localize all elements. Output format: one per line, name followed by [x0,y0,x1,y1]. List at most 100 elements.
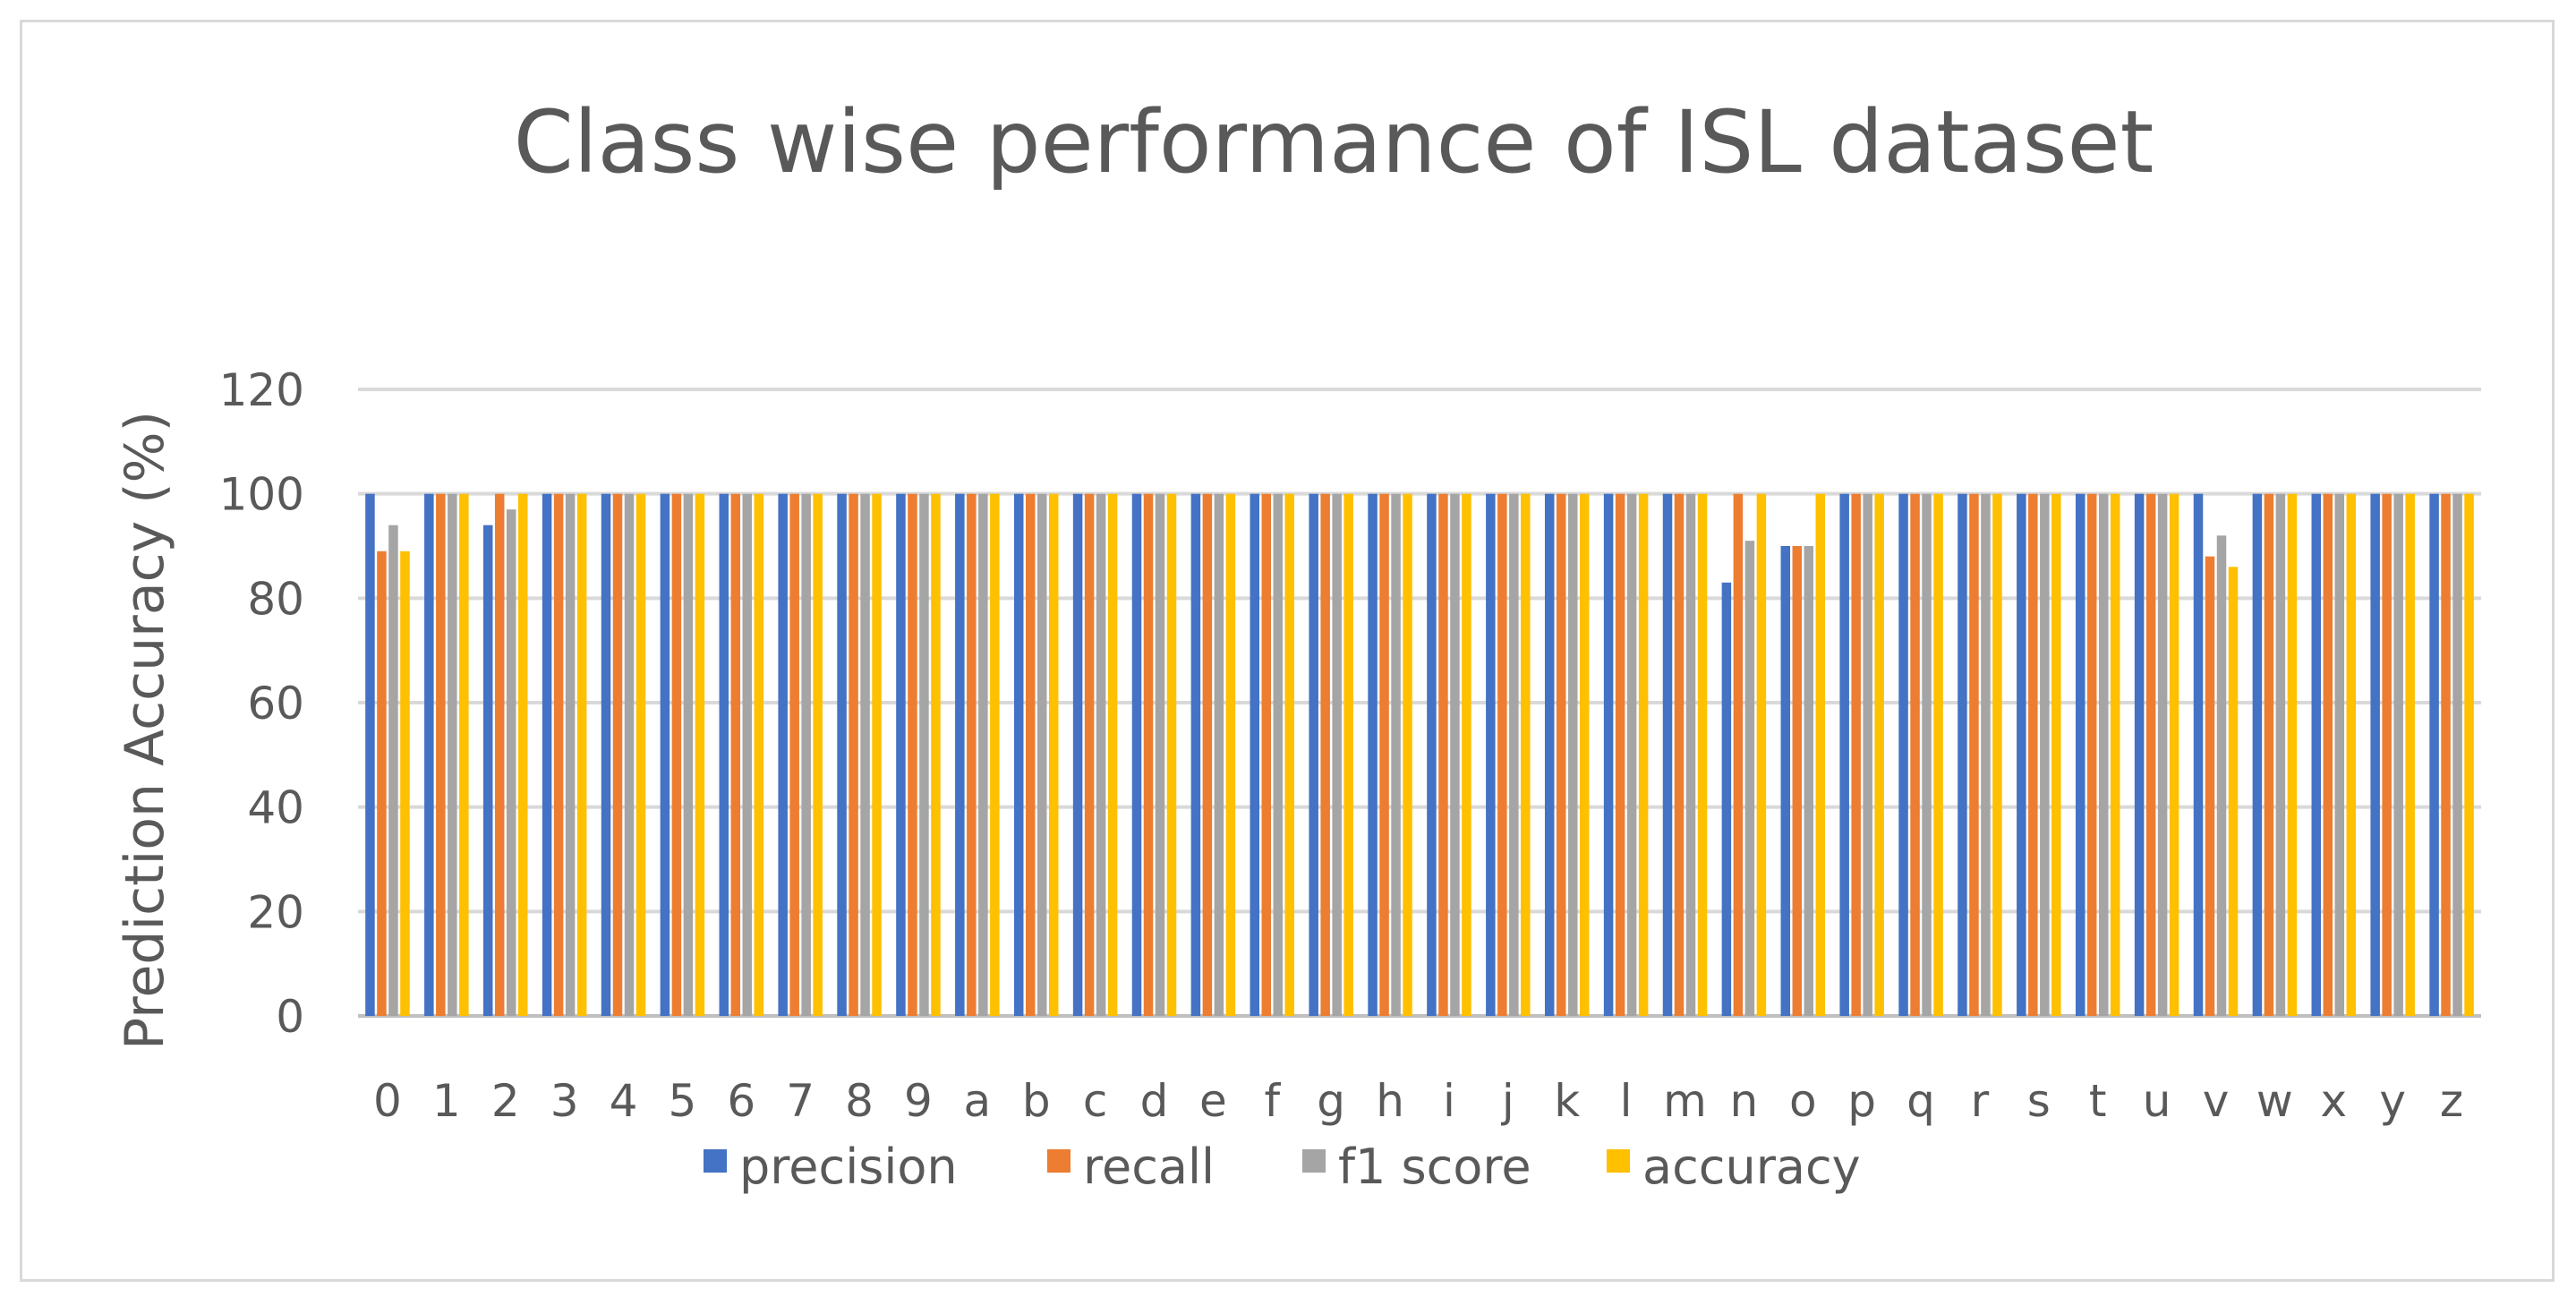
bar-f1-score-n [1744,541,1755,1016]
bar-precision-2 [482,525,493,1016]
bar-recall-k [1556,493,1566,1016]
bar-accuracy-h [1403,493,1412,1016]
y-tick-label: 20 [247,886,304,938]
x-tick-label: s [2027,1075,2051,1127]
legend-swatch-recall [1047,1149,1070,1173]
bar-accuracy-f [1284,493,1295,1016]
bar-f1-score-c [1096,493,1106,1016]
legend-label-recall: recall [1083,1139,1215,1195]
bar-accuracy-n [1756,493,1767,1016]
bar-f1-score-8 [860,493,870,1016]
bar-recall-e [1202,493,1213,1016]
bar-precision-m [1662,493,1673,1016]
bar-f1-score-i [1450,493,1460,1016]
bar-f1-score-y [2393,493,2403,1016]
bar-recall-m [1674,493,1685,1016]
x-tick-label: o [1789,1075,1817,1127]
bar-recall-g [1320,493,1330,1016]
bar-precision-i [1427,493,1437,1016]
bar-f1-score-9 [919,493,929,1016]
bar-recall-s [2028,493,2038,1016]
bar-f1-score-p [1863,493,1872,1016]
bar-accuracy-0 [400,550,410,1016]
bar-precision-4 [601,493,611,1016]
x-tick-label: i [1443,1075,1455,1127]
bar-accuracy-j [1521,493,1531,1016]
bar-recall-o [1792,546,1803,1016]
bar-recall-7 [789,493,799,1016]
x-tick-label: m [1663,1075,1707,1127]
bar-f1-score-f [1273,493,1284,1016]
bar-recall-c [1084,493,1095,1016]
bar-accuracy-5 [695,493,705,1016]
bar-accuracy-8 [872,493,882,1016]
y-tick-label: 40 [247,782,304,834]
bar-accuracy-e [1225,493,1236,1016]
bar-precision-u [2134,493,2145,1016]
bar-accuracy-m [1697,493,1708,1016]
bar-precision-1 [424,493,434,1016]
bar-precision-c [1072,493,1083,1016]
bar-precision-8 [837,493,847,1016]
bar-recall-5 [671,493,682,1016]
bar-f1-score-5 [683,493,694,1016]
bar-f1-score-k [1567,493,1578,1016]
bar-precision-q [1898,493,1908,1016]
bar-recall-i [1438,493,1448,1016]
bar-f1-score-q [1922,493,1932,1016]
bar-precision-7 [778,493,788,1016]
bar-precision-b [1013,493,1024,1016]
bar-precision-f [1250,493,1260,1016]
bar-precision-h [1368,493,1378,1016]
bar-f1-score-j [1509,493,1519,1016]
bars [365,493,2474,1016]
bar-recall-4 [612,493,623,1016]
bar-precision-x [2311,493,2322,1016]
bar-accuracy-c [1107,493,1118,1016]
bar-recall-v [2205,556,2215,1016]
bar-recall-x [2323,493,2333,1016]
bar-accuracy-x [2346,493,2357,1016]
bar-accuracy-i [1462,493,1471,1016]
bar-accuracy-u [2169,493,2179,1016]
y-tick-label: 100 [219,469,304,521]
bar-f1-score-d [1155,493,1165,1016]
bar-recall-f [1261,493,1272,1016]
bar-precision-z [2429,493,2439,1016]
bar-f1-score-4 [624,493,635,1016]
bar-accuracy-6 [754,493,764,1016]
y-tick-label: 60 [247,678,304,730]
bar-precision-p [1839,493,1849,1016]
bar-f1-score-a [978,493,988,1016]
bar-accuracy-p [1874,493,1884,1016]
bar-precision-r [1958,493,1967,1016]
bar-f1-score-b [1036,493,1047,1016]
bar-recall-r [1969,493,1979,1016]
bar-accuracy-y [2405,493,2415,1016]
legend: precision recall f1 score accuracy [704,1139,1861,1195]
legend-label-f1-score: f1 score [1338,1139,1531,1195]
legend-swatch-accuracy [1607,1149,1630,1173]
bar-recall-3 [553,493,564,1016]
x-tick-label: 9 [904,1075,933,1127]
x-tick-label: 6 [727,1075,755,1127]
bar-precision-5 [660,493,670,1016]
bar-precision-9 [896,493,906,1016]
bar-recall-8 [849,493,858,1016]
bar-precision-y [2370,493,2380,1016]
bar-accuracy-k [1579,493,1590,1016]
y-tick-label: 0 [276,991,304,1043]
x-tick-label: r [1971,1075,1990,1127]
x-tick-label: w [2256,1075,2293,1127]
bar-accuracy-9 [931,493,941,1016]
bar-accuracy-s [2051,493,2061,1016]
bar-recall-z [2441,493,2451,1016]
x-tick-label: q [1906,1075,1935,1127]
bar-precision-s [2017,493,2026,1016]
bar-f1-score-g [1332,493,1342,1016]
bar-recall-p [1851,493,1861,1016]
bar-precision-6 [719,493,729,1016]
bar-accuracy-7 [813,493,823,1016]
